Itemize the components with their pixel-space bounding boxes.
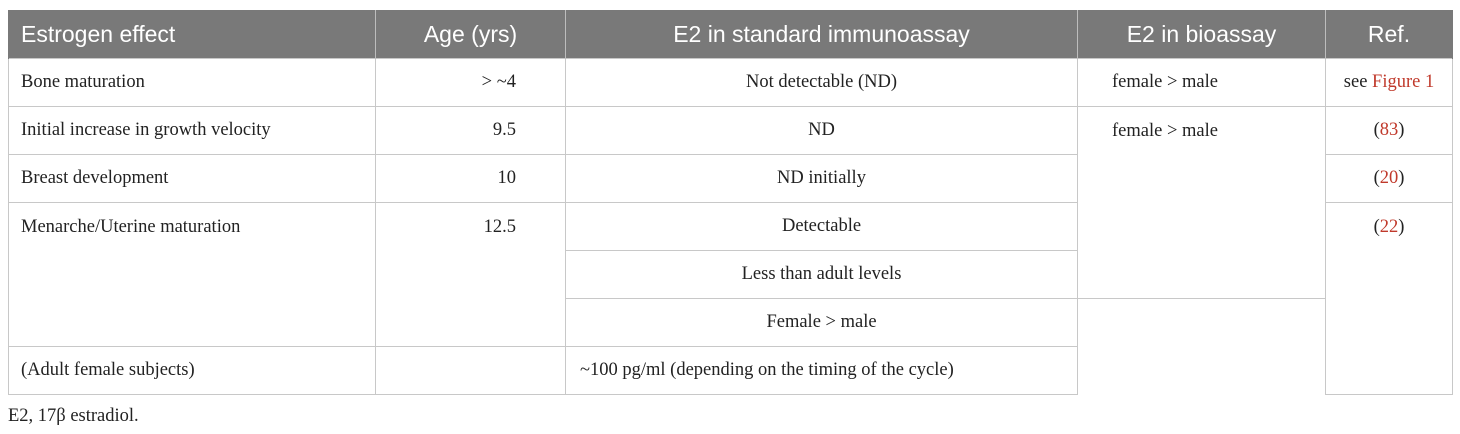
citation-link[interactable]: 20 xyxy=(1379,168,1399,188)
cell-immunoassay: Less than adult levels xyxy=(565,250,1078,299)
cell-effect: Initial increase in growth velocity xyxy=(8,106,376,155)
header-estrogen-effect: Estrogen effect xyxy=(8,10,376,59)
cell-effect: Bone maturation xyxy=(8,58,376,107)
header-age: Age (yrs) xyxy=(375,10,566,59)
cell-effect: Breast development xyxy=(8,154,376,203)
table-row: Less than adult levels xyxy=(9,250,1453,299)
cell-ref: (20) xyxy=(1325,154,1453,203)
cell-immunoassay: Female > male xyxy=(565,298,1078,347)
table-row: Initial increase in growth velocity 9.5 … xyxy=(8,106,1453,299)
cell-effect: (Adult female subjects) xyxy=(8,346,376,395)
cell-age: 9.5 xyxy=(375,106,566,155)
cell-effect: Menarche/Uterine maturation xyxy=(8,202,376,347)
cell-ref: (22) xyxy=(1325,202,1453,395)
table-row: Breast development 10 ND initially (20) xyxy=(8,154,1453,203)
citation-link[interactable]: 83 xyxy=(1379,120,1399,140)
cell-age xyxy=(375,346,566,395)
cell-bioassay: female > male xyxy=(1077,58,1326,107)
cell-bioassay: female > male xyxy=(1077,106,1326,299)
cell-age: > ~4 xyxy=(375,58,566,107)
cell-ref: (83) xyxy=(1325,106,1453,155)
cell-immunoassay: Not detectable (ND) xyxy=(565,58,1078,107)
cell-immunoassay: ~100 pg/ml (depending on the timing of t… xyxy=(565,346,1078,395)
header-e2-immunoassay: E2 in standard immunoassay xyxy=(565,10,1078,59)
table-row: (Adult female subjects) ~100 pg/ml (depe… xyxy=(8,346,1453,395)
cell-age: 12.5 xyxy=(375,202,566,347)
data-table-container: Estrogen effect Age (yrs) E2 in standard… xyxy=(8,10,1453,395)
cell-immunoassay: ND xyxy=(565,106,1078,155)
table-header-row: Estrogen effect Age (yrs) E2 in standard… xyxy=(8,10,1453,59)
figure-link[interactable]: Figure 1 xyxy=(1372,72,1435,92)
cell-ref: see Figure 1 xyxy=(1325,58,1453,107)
estrogen-effects-table: Estrogen effect Age (yrs) E2 in standard… xyxy=(8,10,1453,395)
table-row: Menarche/Uterine maturation 12.5 Detecta… xyxy=(8,202,1453,395)
cell-age: 10 xyxy=(375,154,566,203)
table-row: Bone maturation > ~4 Not detectable (ND)… xyxy=(8,58,1453,107)
cell-immunoassay: ND initially xyxy=(565,154,1078,203)
header-e2-bioassay: E2 in bioassay xyxy=(1077,10,1326,59)
citation-link[interactable]: 22 xyxy=(1379,217,1399,237)
header-ref: Ref. xyxy=(1325,10,1453,59)
cell-immunoassay: Detectable xyxy=(565,202,1078,251)
table-footnote: E2, 17β estradiol. xyxy=(8,406,139,426)
